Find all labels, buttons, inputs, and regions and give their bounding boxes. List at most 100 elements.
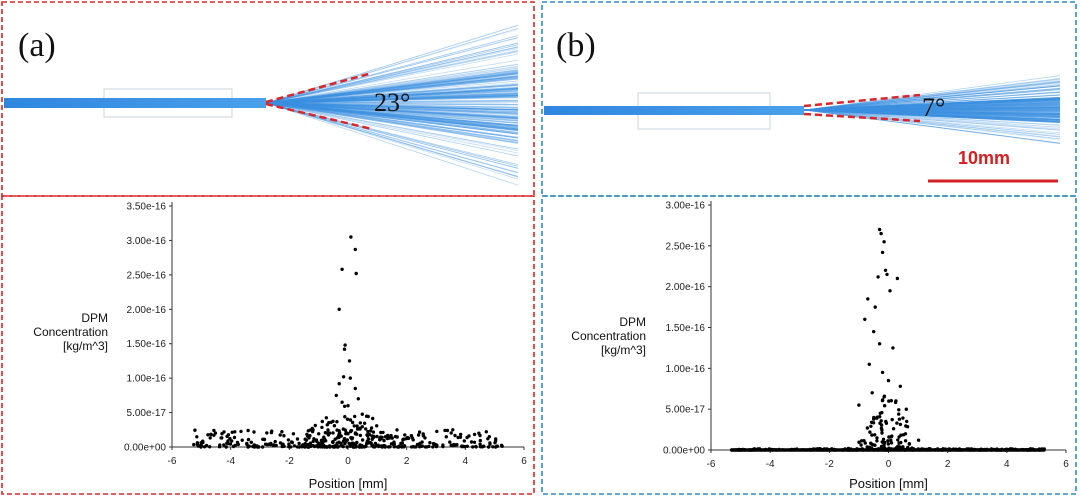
spray-streamline [803,88,1061,111]
x-tick-label: 0 [345,456,351,467]
data-point [353,247,357,252]
spray-streamline [803,87,1061,111]
data-point [311,443,315,448]
spray-streamline [803,109,1061,144]
data-point [455,443,459,447]
data-point [340,267,344,271]
data-point [346,404,350,408]
y-tick-label: 1.50e-16 [666,323,706,334]
data-point [400,441,404,445]
data-point [431,445,435,449]
panel-a-label: (a) [18,27,56,64]
data-point [341,427,345,431]
data-point [895,447,900,452]
data-point [870,433,874,437]
spray-streamline [803,85,1061,111]
data-point [905,425,910,429]
data-point [1042,448,1046,452]
data-point [345,445,349,449]
y-tick-label: 1.50e-16 [127,339,167,350]
x-tick-label: 0 [886,459,892,470]
spray-b-angle-label: 7° [922,93,945,122]
data-point [328,444,332,448]
data-point [411,438,415,442]
data-point [375,434,379,439]
spray-streamline [803,75,1061,111]
chart-b: 0.00e+00 5.00e-17 1.00e-16 1.50e-16 2.00e-16… [571,201,1069,492]
data-point [353,386,357,391]
data-point [373,441,378,446]
data-point [376,443,380,447]
data-point [857,440,861,444]
data-point [897,408,901,412]
data-point [889,441,894,445]
spray-streamline [803,91,1061,111]
data-point [278,433,282,437]
spray-streamline [265,42,519,104]
data-point [873,433,877,437]
spray-streamline [265,37,519,104]
y-tick-label: 2.00e-16 [127,305,167,316]
spray-streamline [265,102,519,174]
data-point [441,443,445,447]
data-point [315,439,319,443]
data-point [894,399,898,403]
data-point [494,437,498,441]
data-point [375,424,379,428]
data-point [292,444,297,448]
data-point [435,429,439,434]
data-point [433,442,437,447]
data-point [905,447,910,451]
spray-streamline [265,50,519,104]
data-point [343,439,348,443]
spray-streamline [265,102,519,178]
data-point [337,307,341,311]
spray-streamline [803,78,1061,111]
data-point [333,445,338,449]
data-point [899,433,903,437]
spray-streamline [265,63,519,104]
y-tick-label: 1.00e-16 [666,364,706,375]
spray-b-streamlines [803,75,1061,145]
data-point [193,428,197,432]
x-tick-label: 6 [1063,459,1069,470]
data-point [867,362,871,366]
data-point [448,440,452,444]
data-point [355,440,359,445]
data-point [337,382,341,386]
data-point [295,437,300,441]
data-point [880,250,885,255]
data-point [467,434,471,438]
data-point [870,391,874,395]
data-point [362,421,367,425]
data-point [350,436,355,440]
spray-b-jet [544,106,804,115]
data-point [217,445,222,449]
spray-streamline [265,29,519,104]
data-point [308,434,312,438]
data-point [414,445,418,449]
data-point [474,445,478,449]
data-point [480,445,485,449]
data-point [378,436,382,440]
y-axis-title: Concentration [33,325,108,339]
data-point [327,431,332,435]
spray-streamline [803,79,1061,111]
spray-streamline [803,91,1061,111]
data-point [252,430,256,434]
data-point [340,400,344,404]
y-tick-label: 2.50e-16 [127,270,167,281]
data-point [886,378,891,383]
spray-streamline [265,77,519,104]
spray-streamline [265,102,519,180]
data-point [230,430,234,434]
data-point [289,445,293,449]
data-point [239,429,243,434]
data-point [232,435,237,440]
data-point [281,444,286,448]
data-point [875,436,879,440]
spray-streamline [803,91,1061,111]
data-point [231,444,236,449]
data-point [901,416,905,420]
y-tick-label: 3.00e-16 [666,201,706,212]
